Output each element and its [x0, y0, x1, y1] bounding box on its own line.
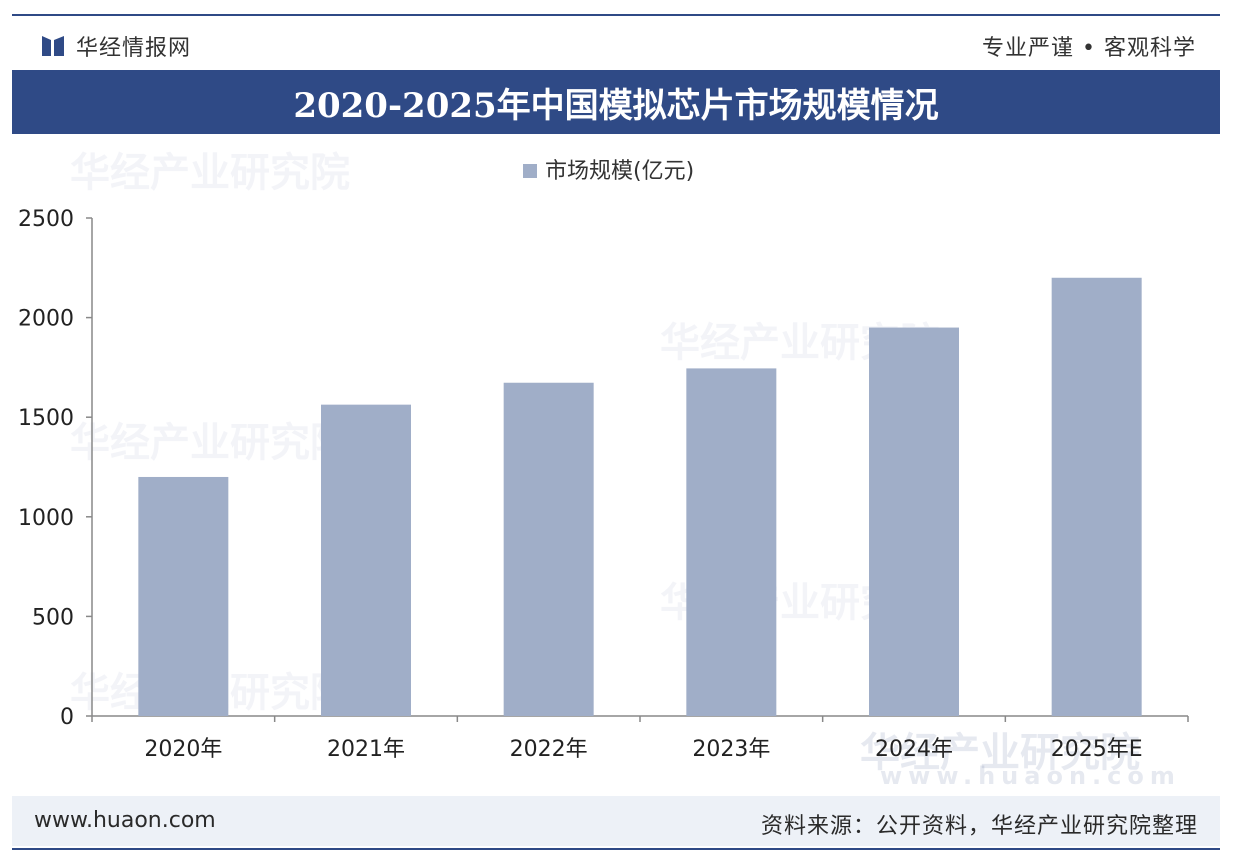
x-tick-label: 2020年 [144, 737, 222, 762]
bar [686, 368, 777, 716]
bar [869, 327, 959, 716]
bar [1051, 277, 1142, 716]
footer-url[interactable]: www.huaon.com [34, 808, 216, 833]
x-tick-label: 2025年E [1051, 737, 1143, 762]
bar-chart: 市场规模(亿元) 0 500 1000 1500 2000 2500 2020年 2021年 20… [18, 159, 1189, 762]
bar [138, 476, 229, 716]
bar [321, 404, 411, 716]
x-tick-label: 2024年 [875, 737, 953, 762]
y-tick-label: 2000 [18, 307, 74, 332]
y-tick-label: 0 [60, 705, 74, 730]
bar [503, 382, 594, 716]
x-tick-label: 2022年 [510, 737, 588, 762]
y-tick-label: 1500 [18, 406, 74, 431]
legend-swatch [523, 164, 537, 178]
footer-source: 资料来源：公开资料，华经产业研究院整理 [760, 814, 1198, 839]
brand: 华经情报网 [40, 30, 191, 62]
x-tick-label: 2023年 [692, 737, 770, 762]
y-tick-label: 2500 [18, 207, 74, 232]
footer-bar [12, 796, 1220, 846]
chart-title-bar: 2020-2025年中国模拟芯片市场规模情况 [12, 70, 1220, 134]
brand-logo-icon [42, 36, 64, 56]
y-tick-label: 1000 [18, 506, 74, 531]
x-tick-label: 2021年 [327, 737, 405, 762]
brand-name: 华经情报网 [76, 36, 192, 61]
bottom-rule [12, 848, 1220, 850]
top-rule [12, 14, 1220, 16]
legend-label: 市场规模(亿元) [545, 159, 694, 184]
y-tick-label: 500 [32, 605, 74, 630]
chart-title: 2020-2025年中国模拟芯片市场规模情况 [293, 85, 939, 126]
motto: 专业严谨 • 客观科学 [982, 36, 1196, 61]
